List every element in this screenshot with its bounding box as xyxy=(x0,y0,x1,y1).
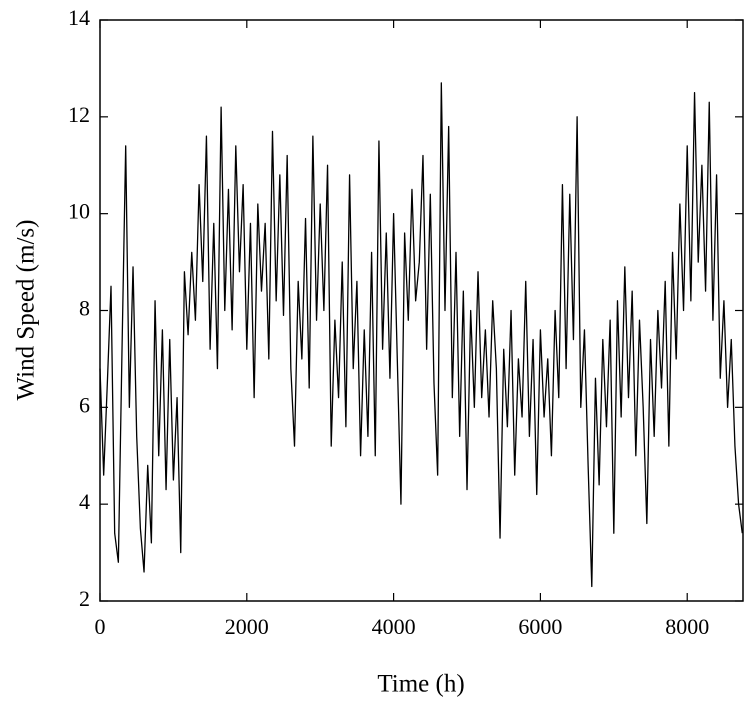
x-tick-label: 8000 xyxy=(665,614,709,639)
y-tick-label: 4 xyxy=(79,489,90,514)
x-axis-label: Time (h) xyxy=(377,671,464,698)
x-tick-label: 0 xyxy=(95,614,106,639)
y-tick-label: 12 xyxy=(68,102,90,127)
y-axis-label: Wind Speed (m/s) xyxy=(13,220,40,401)
x-tick-label: 6000 xyxy=(518,614,562,639)
data-line xyxy=(99,82,743,588)
y-tick-label: 10 xyxy=(68,199,90,224)
x-tick-label: 2000 xyxy=(225,614,269,639)
x-tick-label: 4000 xyxy=(372,614,416,639)
y-tick-label: 14 xyxy=(68,5,90,30)
y-tick-label: 2 xyxy=(79,586,90,611)
y-tick-label: 8 xyxy=(79,296,90,321)
y-tick-label: 6 xyxy=(79,392,90,417)
